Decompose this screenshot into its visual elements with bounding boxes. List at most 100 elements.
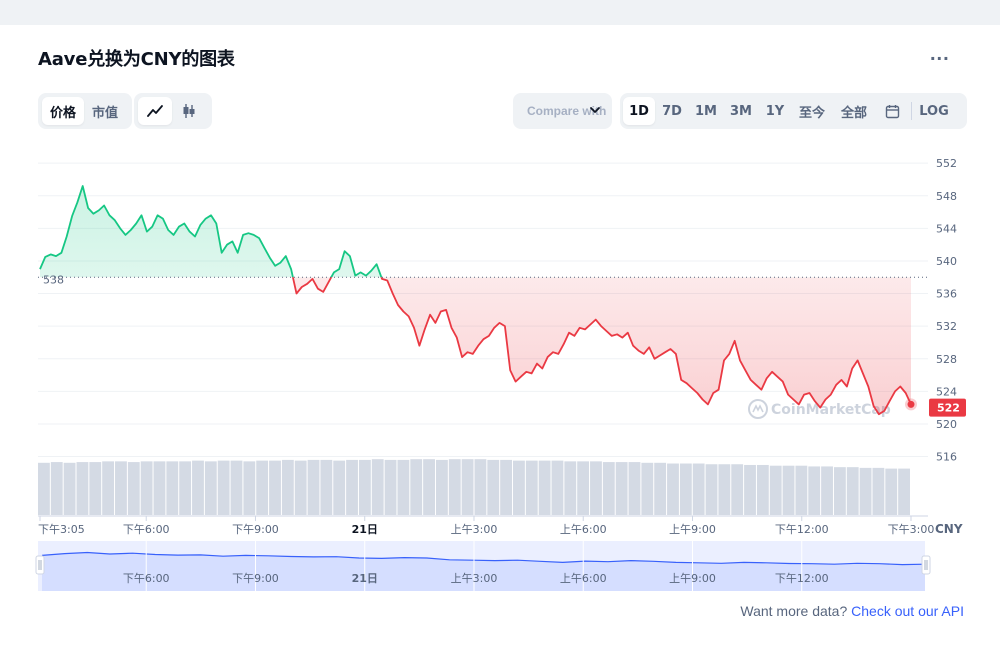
volume-bar	[551, 460, 564, 515]
compare-dropdown[interactable]: Compare with	[513, 93, 612, 129]
api-prompt: Want more data?	[740, 603, 848, 619]
volume-bar	[63, 462, 76, 515]
range-7d[interactable]: 7D	[662, 103, 682, 119]
watermark-text: CoinMarketCap	[771, 402, 891, 418]
watermark-mark	[752, 404, 764, 413]
x-axis: 下午3:05 下午6:00 下午9:00 21日 上午3:00 上午6:00 上午9:00 下…	[38, 515, 935, 536]
volume-bar	[564, 461, 577, 515]
calendar-button[interactable]	[875, 97, 909, 125]
volume-bar	[846, 467, 859, 515]
volume-bar	[628, 462, 641, 515]
tab-price[interactable]: 价格	[42, 97, 84, 125]
volume-bar	[269, 460, 281, 515]
volume-bar	[281, 459, 294, 515]
volume-bar	[821, 466, 833, 515]
volume-bar	[641, 462, 654, 515]
range-3m[interactable]: 3M	[730, 103, 752, 119]
price-line-up	[39, 185, 383, 278]
volume-bar	[294, 460, 307, 515]
volume-bar	[590, 461, 602, 515]
range-1d[interactable]: 1D	[623, 97, 655, 125]
volume-bar	[692, 463, 705, 515]
navigator-handle-right[interactable]	[921, 555, 931, 575]
volume-bar	[808, 466, 821, 515]
y-tick-label: 548	[936, 190, 957, 203]
last-price-badge	[929, 398, 966, 417]
reference-label: 538	[43, 273, 64, 286]
y-tick-label: 540	[936, 255, 957, 268]
y-axis: 552 548 544 540 536 532 528 524 520 516	[936, 157, 957, 463]
volume-bar	[435, 459, 448, 515]
volume-bar	[487, 459, 500, 515]
range-1y[interactable]: 1Y	[765, 103, 785, 119]
range-navigator[interactable]: 下午6:00 下午9:00 21日 上午3:00 上午6:00 上午9:00 下午12:00	[35, 541, 931, 591]
volume-bar	[833, 467, 846, 515]
range-1m[interactable]: 1M	[695, 103, 717, 119]
volume-bar	[872, 467, 885, 515]
volume-bar	[461, 459, 474, 515]
volume-bar	[705, 464, 718, 515]
volume-bar	[230, 460, 243, 515]
api-link[interactable]: Check out our API	[851, 603, 964, 619]
range-ytd[interactable]: 至今	[799, 105, 826, 121]
log-scale-toggle[interactable]: LOG	[919, 103, 949, 119]
navigator-tick-label: 上午9:00	[669, 572, 716, 585]
navigator-tick-label: 上午3:00	[451, 572, 498, 585]
volume-bar	[423, 459, 435, 515]
tab-market-cap[interactable]: 市值	[92, 105, 119, 121]
volume-bar	[50, 462, 63, 515]
line-chart-button[interactable]	[138, 97, 172, 125]
volume-bar	[513, 460, 525, 515]
y-tick-label: 528	[936, 353, 957, 366]
price-line	[39, 185, 912, 416]
metric-tab-group: 价格 市值	[38, 93, 132, 129]
navigator-tick-label: 下午6:00	[123, 572, 170, 585]
volume-bar	[346, 459, 358, 515]
y-tick-label: 552	[936, 157, 957, 170]
x-tick-label: 上午3:00	[451, 523, 498, 536]
x-tick-label: 上午6:00	[560, 523, 607, 536]
volume-bar	[525, 460, 538, 515]
candlestick-icon	[183, 104, 195, 118]
chevron-down-icon	[590, 107, 600, 113]
x-tick-label: 下午12:00	[775, 523, 829, 536]
volume-bar	[744, 464, 756, 515]
more-options-button[interactable]: ...	[930, 43, 950, 65]
calendar-icon	[885, 104, 899, 118]
volume-bar	[679, 463, 692, 515]
navigator-handle-left[interactable]	[35, 555, 45, 575]
range-all[interactable]: 全部	[841, 105, 868, 121]
volume-bar	[885, 468, 898, 515]
volume-bar	[898, 468, 910, 515]
volume-bar	[769, 465, 782, 515]
volume-bars	[38, 459, 910, 515]
x-tick-label: 下午3:05	[38, 523, 85, 536]
price-chart[interactable]: CoinMarketCap 538 552 548 544 540 536 532 528 5…	[0, 25, 1000, 600]
volume-bar	[410, 459, 423, 515]
volume-bar	[384, 459, 397, 515]
volume-bar	[217, 460, 230, 515]
y-tick-label: 536	[936, 288, 957, 301]
volume-bar	[115, 461, 127, 515]
x-tick-label: 21日	[352, 523, 378, 536]
chart-card: Aave兑换为CNY的图表 ... 价格 市值 Compare with	[0, 25, 1000, 650]
candlestick-button[interactable]	[172, 97, 206, 125]
volume-bar	[371, 459, 384, 515]
volume-bar	[756, 464, 769, 515]
api-promo: Want more data? Check out our API	[740, 603, 964, 619]
volume-bar	[577, 461, 590, 515]
navigator-area	[42, 552, 925, 591]
volume-bar	[448, 459, 461, 515]
chart-type-group	[134, 93, 212, 129]
compare-label: Compare with	[527, 104, 607, 118]
volume-bar	[538, 460, 551, 515]
x-tick-label: 下午9:00	[232, 523, 279, 536]
volume-bar	[602, 462, 615, 515]
last-price-label: 522	[937, 402, 960, 415]
x-tick-label: 上午9:00	[669, 523, 716, 536]
y-tick-label: 532	[936, 320, 957, 333]
x-tick-label: 下午3:00	[888, 523, 935, 536]
navigator-selection	[38, 541, 925, 591]
y-tick-label: 544	[936, 222, 957, 235]
volume-bar	[153, 461, 166, 515]
